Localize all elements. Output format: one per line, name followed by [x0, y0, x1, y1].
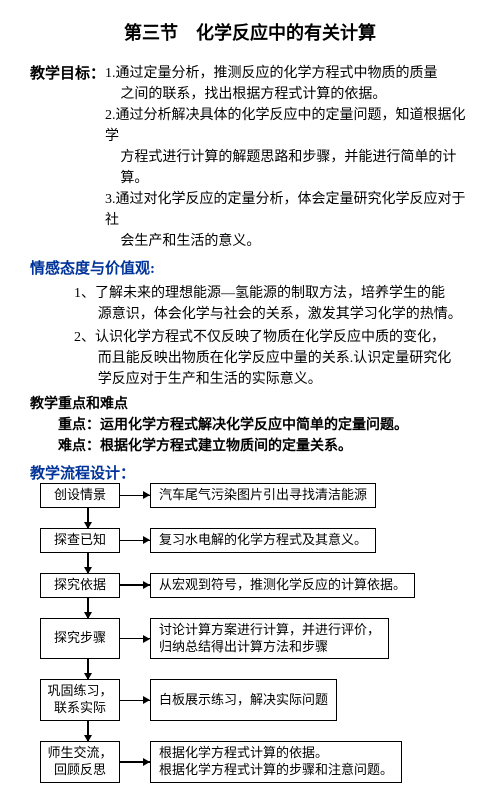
- flow-step: 创设情景 汽车尾气污染图片引出寻找清洁能源: [40, 483, 470, 508]
- arrow-down-icon: [87, 508, 89, 528]
- flow-left-box: 巩固练习， 联系实际: [40, 679, 120, 721]
- values-heading: 情感态度与价值观:: [30, 258, 470, 281]
- goal-item: 1.通过定量分析，推测反应的化学方程式中物质的质量 之间的联系，找出根据方程式计…: [105, 63, 470, 105]
- arrow-right-icon: [120, 573, 150, 598]
- arrow-down-icon: [87, 553, 89, 573]
- arrow-right-icon: [120, 741, 150, 783]
- value-item: 1、了解未来的理想能源—氢能源的制取方法，培养学生的能 源意识，体会化学与社会的…: [74, 283, 470, 325]
- flow-right-box: 复习水电解的化学方程式及其意义。: [150, 528, 376, 553]
- flow-right-box: 汽车尾气污染图片引出寻找清洁能源: [150, 483, 376, 508]
- emphasis-difficulty: 难点：根据化学方程式建立物质间的定量关系。: [30, 436, 470, 457]
- flow-left-box: 探究依据: [40, 573, 120, 598]
- flow-step: 探究依据 从宏观到符号，推测化学反应的计算依据。: [40, 573, 470, 598]
- page-title: 第三节 化学反应中的有关计算: [30, 20, 470, 47]
- flow-right-box: 白板展示练习，解决实际问题: [150, 679, 337, 721]
- arrow-right-icon: [120, 528, 150, 553]
- flow-step: 巩固练习， 联系实际 白板展示练习，解决实际问题: [40, 679, 470, 721]
- emphasis-section: 教学重点和难点 重点：运用化学方程式解决化学反应中简单的定量问题。 难点：根据化…: [30, 394, 470, 457]
- goals-section: 教学目标： 1.通过定量分析，推测反应的化学方程式中物质的质量 之间的联系，找出…: [30, 63, 470, 252]
- goal-item: 3.通过对化学反应的定量分析，体会定量研究化学反应对于社 会生产和生活的意义。: [105, 189, 470, 252]
- arrow-down-icon: [87, 659, 89, 679]
- flowchart: 创设情景 汽车尾气污染图片引出寻找清洁能源 探查已知 复习水电解的化学方程式及其…: [30, 483, 470, 783]
- flow-step: 探究步骤 讨论计算方案进行计算，并进行评价， 归纳总结得出计算方法和步骤: [40, 618, 470, 660]
- arrow-down-icon: [87, 721, 89, 741]
- flow-left-box: 探查已知: [40, 528, 120, 553]
- arrow-right-icon: [120, 679, 150, 721]
- values-list: 1、了解未来的理想能源—氢能源的制取方法，培养学生的能 源意识，体会化学与社会的…: [30, 283, 470, 390]
- value-item: 2、认识化学方程式不仅反映了物质在化学反应中质的变化， 而且能反映出物质在化学反…: [74, 327, 470, 390]
- flow-left-box: 探究步骤: [40, 618, 120, 660]
- flow-right-box: 从宏观到符号，推测化学反应的计算依据。: [150, 573, 415, 598]
- flow-right-box: 讨论计算方案进行计算，并进行评价， 归纳总结得出计算方法和步骤: [150, 618, 389, 660]
- arrow-right-icon: [120, 618, 150, 660]
- flow-step: 师生交流， 回顾反思 根据化学方程式计算的依据。 根据化学方程式计算的步骤和注意…: [40, 741, 470, 783]
- flow-step: 探查已知 复习水电解的化学方程式及其意义。: [40, 528, 470, 553]
- flow-left-box: 创设情景: [40, 483, 120, 508]
- arrow-right-icon: [120, 483, 150, 508]
- flow-right-box: 根据化学方程式计算的依据。 根据化学方程式计算的步骤和注意问题。: [150, 741, 402, 783]
- goals-label: 教学目标：: [30, 63, 105, 86]
- flow-left-box: 师生交流， 回顾反思: [40, 741, 120, 783]
- goal-item: 2.通过分析解决具体的化学反应中的定量问题，知道根据化学 方程式进行计算的解题思…: [105, 105, 470, 189]
- emphasis-key: 重点：运用化学方程式解决化学反应中简单的定量问题。: [30, 415, 470, 436]
- emphasis-heading: 教学重点和难点: [30, 394, 470, 415]
- flow-heading: 教学流程设计：: [30, 463, 470, 486]
- arrow-down-icon: [87, 598, 89, 618]
